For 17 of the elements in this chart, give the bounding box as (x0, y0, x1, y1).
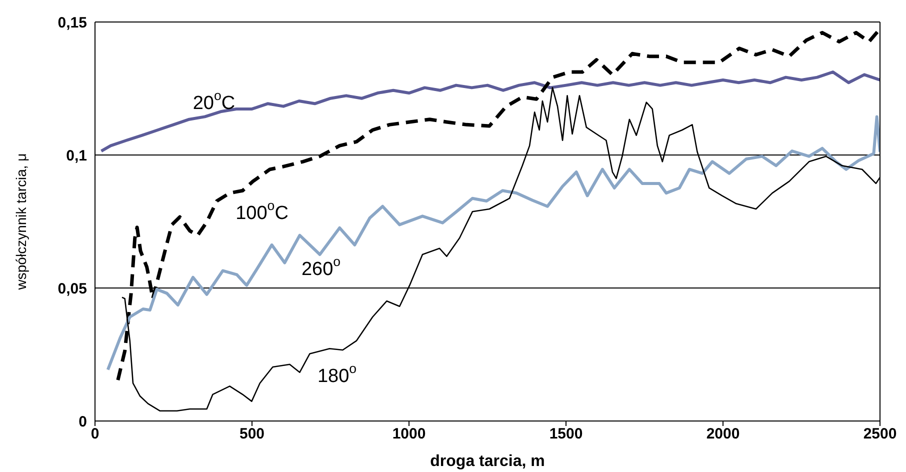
x-axis-title: droga tarcia, m (430, 453, 545, 470)
x-tick-label: 0 (90, 426, 100, 443)
x-tick-label: 1500 (549, 426, 583, 443)
annotation: 260$^{o}$ (301, 254, 341, 280)
y-tick-label: 0,1 (66, 147, 87, 164)
y-tick-label: 0,15 (58, 14, 87, 32)
x-tick-label: 1000 (392, 426, 426, 443)
annotation: 100$^{o}$C (236, 198, 288, 224)
x-tick-label: 2000 (706, 426, 740, 443)
annotation: 180$^{o}$ (317, 361, 357, 388)
annotation: 20$^{o}$C (192, 88, 236, 114)
y-axis-title: współczynnik tarcia, μ (12, 153, 29, 291)
y-tick-label: 0 (78, 413, 87, 430)
line-series (100, 70, 880, 153)
x-tick-label: 500 (239, 426, 265, 443)
x-tick-label: 2500 (863, 426, 897, 443)
y-tick-label: 0,05 (58, 280, 87, 298)
